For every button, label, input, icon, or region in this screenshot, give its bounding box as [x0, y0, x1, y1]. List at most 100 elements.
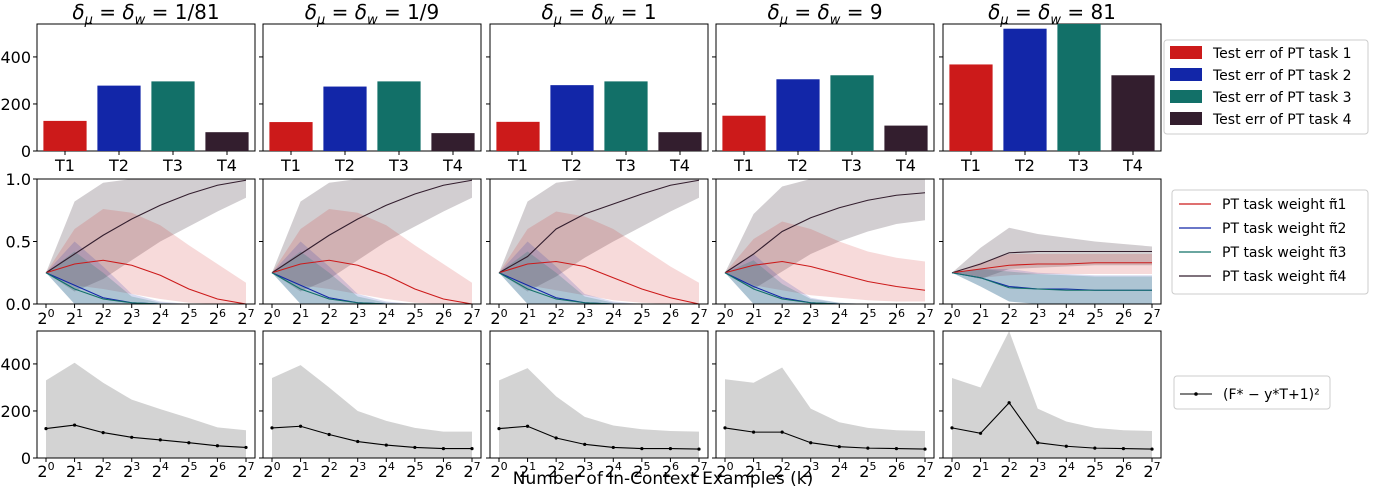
- error-xtick-label: 27: [1143, 460, 1160, 481]
- error-line: [498, 425, 700, 450]
- bar-T4: [205, 132, 249, 151]
- error-point: [384, 443, 388, 447]
- bar-xtick-label: T4: [895, 156, 916, 175]
- weight-band-task2: [46, 241, 246, 304]
- weight-band-task2: [272, 241, 472, 304]
- error-point: [525, 424, 530, 428]
- error-xtick-label: 20: [37, 460, 54, 481]
- error-xtick-label: 22: [95, 460, 112, 481]
- error-xtick-label: 24: [605, 460, 622, 481]
- panel-title: δμ = δw = 1/81: [72, 0, 219, 28]
- weight-xtick-label: 27: [916, 307, 933, 328]
- weight-ytick-label: 0.0: [6, 295, 31, 314]
- bar-T4: [884, 125, 928, 151]
- error-point: [413, 445, 417, 450]
- error-point: [130, 435, 134, 439]
- legend-label-task1: Test err of PT task 1: [1212, 46, 1352, 62]
- bar-T2: [323, 86, 367, 151]
- error-xtick-label: 20: [263, 460, 280, 481]
- weight-xtick-label: 27: [690, 307, 707, 328]
- weight-band-task3: [46, 251, 246, 304]
- error-band: [499, 368, 699, 458]
- error-xtick-label: 23: [349, 460, 366, 481]
- error-point: [1121, 446, 1126, 451]
- legend-label-task3: Test err of PT task 3: [1212, 90, 1352, 106]
- error-xtick-label: 21: [292, 460, 309, 481]
- legend-swatch-task4: [1170, 112, 1202, 125]
- bar-T3: [830, 75, 874, 151]
- error-band: [46, 362, 246, 458]
- error-point: [158, 438, 162, 442]
- error-xtick-label: 25: [406, 460, 423, 481]
- error-xtick-label: 25: [1086, 460, 1103, 481]
- error-xtick-label: 26: [888, 460, 905, 481]
- error-panel-plot: [950, 331, 1154, 458]
- error-point: [583, 442, 587, 446]
- weight-line-task1: [724, 260, 926, 291]
- legend-weight-label-task2: PT task weight π̃2: [1222, 221, 1346, 237]
- weight-xtick-label: 24: [1058, 307, 1075, 328]
- error-line: [271, 425, 472, 450]
- weight-band-task3: [725, 260, 925, 304]
- panel-title: δμ = δw = 1: [541, 0, 656, 28]
- weight-xtick-label: 23: [123, 307, 140, 328]
- error-panel-frame: [262, 330, 482, 459]
- error-panel-frame: [36, 330, 256, 459]
- bar-xtick-label: T1: [280, 156, 301, 175]
- error-panel-frame: [942, 330, 1162, 459]
- weight-xtick-label: 22: [95, 307, 112, 328]
- weight-band-task3: [499, 251, 699, 304]
- weight-xtick-label: 27: [1143, 307, 1160, 328]
- error-point: [809, 441, 813, 445]
- bar-panel-frame: [262, 23, 482, 152]
- error-panel-plot: [270, 365, 474, 458]
- error-point: [923, 447, 927, 451]
- legend-weights: PT task weight π̃1 PT task weight π̃2 PT t…: [1171, 189, 1369, 295]
- bar-ytick-label: 400: [0, 48, 31, 67]
- error-xtick-label: 21: [972, 460, 989, 481]
- panel-title: δμ = δw = 9: [767, 0, 882, 28]
- weight-xtick-label: 23: [576, 307, 593, 328]
- weight-xtick-label: 20: [943, 307, 960, 328]
- bar-xtick-label: T3: [1068, 156, 1089, 175]
- weight-xtick-label: 21: [972, 307, 989, 328]
- weight-line-task1: [271, 259, 473, 304]
- weight-xtick-label: 25: [859, 307, 876, 328]
- bar-T1: [269, 122, 313, 151]
- error-point: [270, 426, 274, 430]
- x-axis-label: Number of In-Context Examples (k): [513, 469, 814, 489]
- error-xtick-label: 27: [916, 460, 933, 481]
- weight-xtick-label: 27: [463, 307, 480, 328]
- bar-xtick-label: T1: [54, 156, 75, 175]
- bar-T3: [377, 81, 421, 151]
- bar-xtick-label: T1: [733, 156, 754, 175]
- error-point: [244, 445, 248, 450]
- error-xtick-label: 27: [237, 460, 254, 481]
- bar-xtick-label: T1: [960, 156, 981, 175]
- error-point: [187, 441, 191, 445]
- bar-xtick-label: T2: [561, 156, 582, 175]
- bar-xtick-label: T2: [334, 156, 355, 175]
- legend-swatch-task1: [1170, 46, 1202, 59]
- error-point: [611, 445, 615, 450]
- legend-bars-frame: [1163, 39, 1369, 135]
- panel-title: δμ = δw = 81: [988, 0, 1116, 28]
- weight-panel-plot: [498, 179, 700, 304]
- error-xtick-label: 26: [435, 460, 452, 481]
- weight-line-task1: [951, 262, 1152, 274]
- error-point: [697, 447, 701, 451]
- error-point: [72, 423, 77, 427]
- weight-line-task3: [724, 272, 925, 304]
- weight-xtick-label: 21: [519, 307, 536, 328]
- error-point: [441, 446, 446, 451]
- bar-T3: [151, 81, 195, 151]
- legend-weight-label-task4: PT task weight π̃4: [1222, 269, 1346, 285]
- bar-T1: [43, 120, 87, 151]
- weight-xtick-label: 24: [378, 307, 395, 328]
- error-xtick-label: 21: [745, 460, 762, 481]
- weight-xtick-label: 22: [548, 307, 565, 328]
- error-xtick-label: 26: [209, 460, 226, 481]
- error-xtick-label: 22: [774, 460, 791, 481]
- weight-line-task4: [498, 179, 700, 274]
- legend-error-label: (F* − y*T+1)²: [1223, 387, 1320, 403]
